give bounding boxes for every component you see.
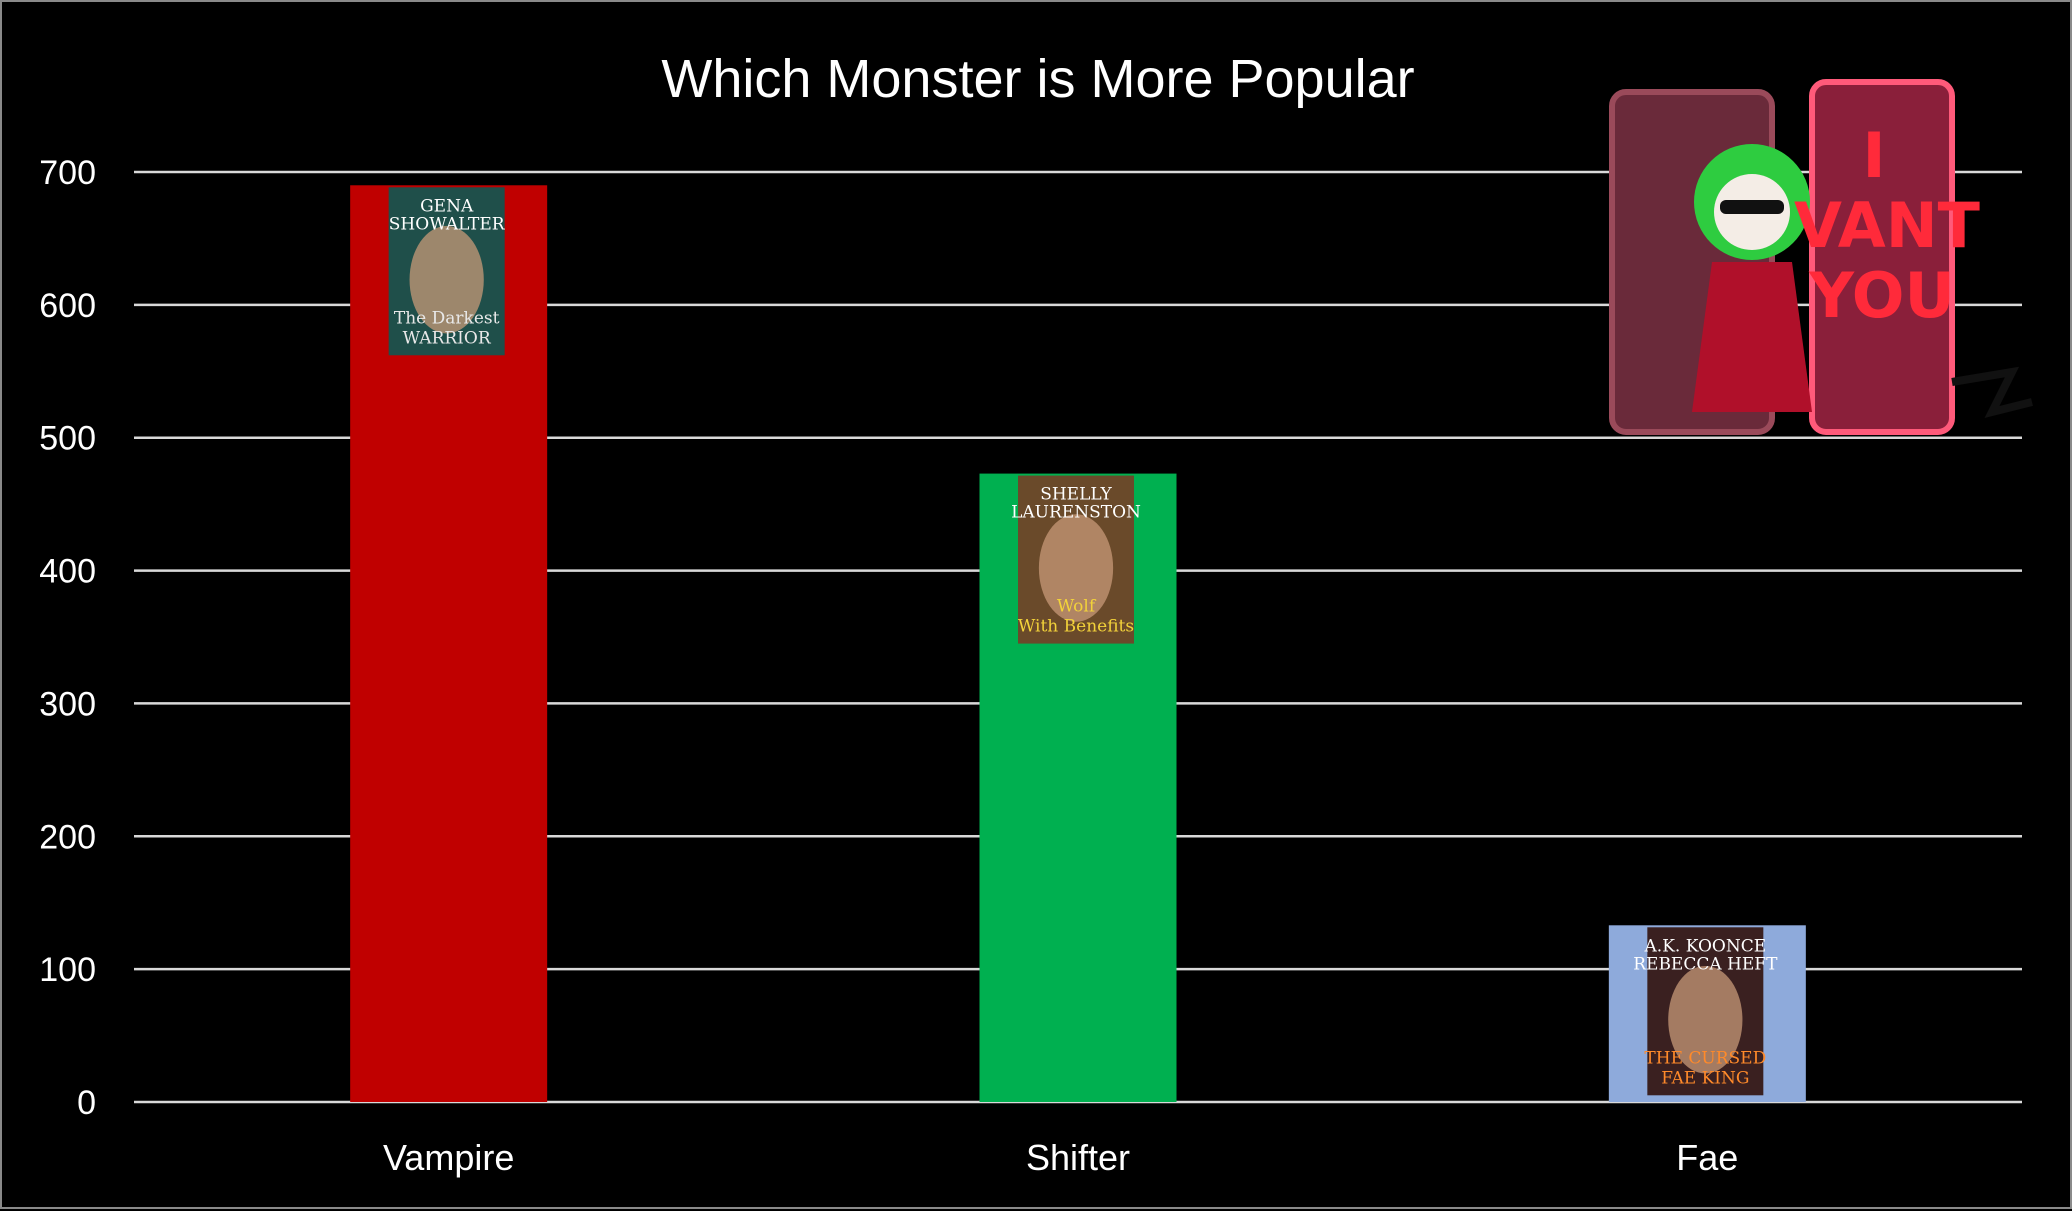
y-tick-label: 200 <box>39 818 96 856</box>
bars <box>350 185 1806 1103</box>
y-tick-label: 0 <box>77 1084 96 1122</box>
x-tick-label: Fae <box>1676 1137 1738 1178</box>
dress-icon <box>1692 262 1812 412</box>
cover-title-1: The Darkest <box>394 308 500 328</box>
chart-title: Which Monster is More Popular <box>661 49 1414 109</box>
coffin-right-icon <box>1809 79 1955 435</box>
cover-author-2: LAURENSTON <box>1011 503 1141 523</box>
cover-title-2: WARRIOR <box>403 328 492 348</box>
vampire-coffin-sticker-icon: I VANT YOU <box>1609 79 2033 435</box>
x-axis-labels: Vampire Shifter Fae <box>383 1137 1738 1178</box>
x-tick-label: Vampire <box>383 1137 514 1178</box>
y-tick-label: 500 <box>39 420 96 458</box>
cover-title-1: Wolf <box>1057 597 1097 617</box>
cover-author-1: SHELLY <box>1040 485 1112 505</box>
y-tick-label: 100 <box>39 951 96 989</box>
cover-author-2: SHOWALTER <box>389 214 506 234</box>
cover-author-1: A.K. KOONCE <box>1644 936 1767 956</box>
sunglasses-icon <box>1720 200 1784 214</box>
cover-title-2: FAE KING <box>1661 1068 1749 1088</box>
bat-icon <box>1951 366 2033 418</box>
y-axis-ticks: 0 100 200 300 400 500 600 700 <box>39 154 96 1122</box>
sticker-line2: VANT <box>1794 189 1980 262</box>
y-tick-label: 700 <box>39 154 96 192</box>
y-tick-label: 600 <box>39 287 96 325</box>
sticker-line1: I <box>1862 119 1885 192</box>
cover-author-1: GENA <box>420 196 474 216</box>
y-tick-label: 400 <box>39 553 96 591</box>
cover-author-2: REBECCA HEFT <box>1633 954 1778 974</box>
cover-title-2: With Benefits <box>1018 617 1134 637</box>
x-tick-label: Shifter <box>1026 1137 1130 1178</box>
cover-title-1: THE CURSED <box>1644 1048 1766 1068</box>
y-tick-label: 300 <box>39 685 96 723</box>
sticker-line3: YOU <box>1808 259 1955 332</box>
